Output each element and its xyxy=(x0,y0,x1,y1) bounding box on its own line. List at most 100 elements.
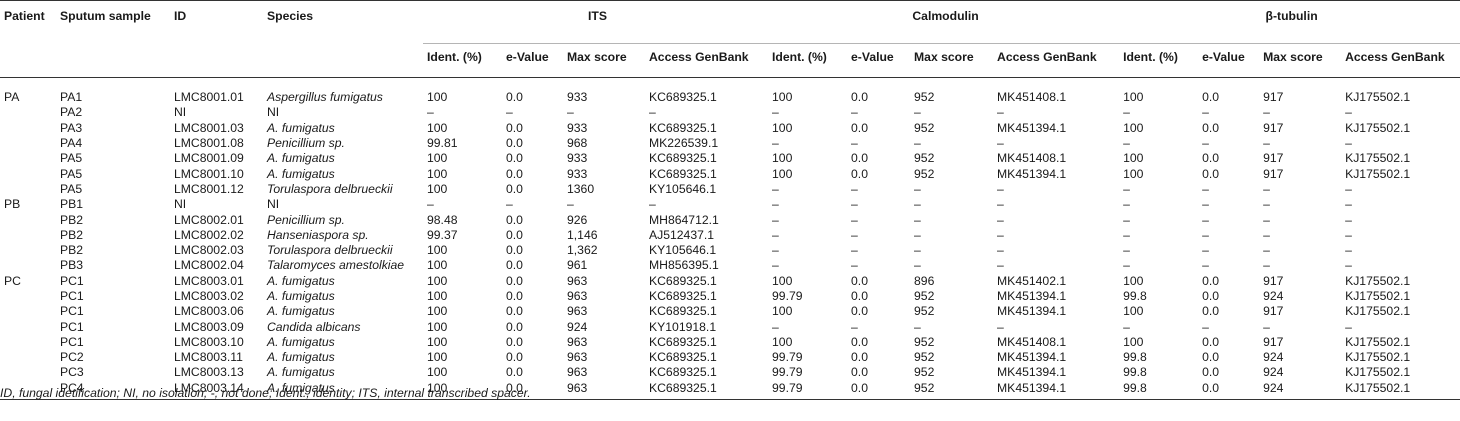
cell-tub-evalue: 0.0 xyxy=(1202,334,1220,349)
header-cal-genbank: Access GenBank xyxy=(993,43,1120,78)
cell-its-evalue: 0.0 xyxy=(506,289,523,303)
cell-tub-genbank: KJ175502.1 xyxy=(1345,289,1411,303)
cell-cal-maxscore: 896 xyxy=(914,273,935,288)
cell-its-ident: 100 xyxy=(427,243,448,258)
cell-its-genbank: KC689325.1 xyxy=(649,166,717,181)
header-its-evalue: e-Value xyxy=(502,43,563,78)
cell-its-maxscore: 933 xyxy=(567,90,588,105)
cell-isolate-id: LMC8003.11 xyxy=(174,350,243,365)
cell-cal-ident: – xyxy=(772,197,779,212)
cell-cal-evalue: – xyxy=(851,105,858,120)
cell-species: Penicillium sp. xyxy=(267,136,345,151)
cell-tub-genbank: KJ175502.1 xyxy=(1345,304,1411,319)
cell-tub-genbank: KJ175502.1 xyxy=(1345,350,1411,365)
cell-patient: PA xyxy=(4,90,20,105)
cell-its-ident: 100 xyxy=(427,304,448,319)
table-row: PB2 LMC8002.03 Torulaspora delbrueckii 100 0… xyxy=(0,243,1460,258)
cell-tub-genbank: – xyxy=(1345,181,1352,196)
cell-cal-genbank: – xyxy=(997,105,1004,120)
cell-tub-ident: 100 xyxy=(1123,90,1144,105)
cell-cal-ident: 100 xyxy=(772,166,793,181)
cell-cal-ident: 99.79 xyxy=(772,350,803,365)
cell-species: NI xyxy=(267,105,280,120)
cell-cal-maxscore: – xyxy=(914,212,921,227)
cell-tub-ident: 99.8 xyxy=(1123,289,1147,303)
cell-sputum-sample: PB3 xyxy=(60,258,84,273)
cell-tub-ident: 100 xyxy=(1123,166,1144,181)
cell-patient xyxy=(0,228,56,243)
cell-cal-evalue: 0.0 xyxy=(851,166,868,181)
table-row: PB2 LMC8002.02 Hanseniaspora sp. 99.37 0.0 1,… xyxy=(0,228,1460,243)
cell-its-evalue: 0.0 xyxy=(506,319,523,334)
cell-tub-ident: – xyxy=(1123,243,1130,258)
cell-species: A. fumigatus xyxy=(267,334,335,349)
cell-its-genbank: MK226539.1 xyxy=(649,136,719,151)
cell-its-genbank: AJ512437.1 xyxy=(649,227,715,242)
cell-tub-evalue: – xyxy=(1202,136,1209,151)
cell-cal-maxscore: 952 xyxy=(914,350,935,365)
cell-tub-evalue: 0.0 xyxy=(1202,166,1220,181)
cell-cal-evalue: – xyxy=(851,197,858,212)
cell-tub-genbank: KJ175502.1 xyxy=(1345,166,1411,181)
cell-cal-ident: – xyxy=(772,258,779,273)
cell-cal-ident: – xyxy=(772,136,779,151)
cell-its-evalue: 0.0 xyxy=(506,136,523,151)
cell-its-evalue: 0.0 xyxy=(506,181,523,196)
cell-patient: PB xyxy=(4,197,21,212)
cell-cal-maxscore: 952 xyxy=(914,334,935,349)
cell-its-maxscore: 963 xyxy=(563,380,645,400)
cell-isolate-id: LMC8001.03 xyxy=(174,120,244,135)
cell-its-genbank: – xyxy=(649,197,656,212)
table-row: PB2 LMC8002.01 Penicillium sp. 98.48 0.0 926 M… xyxy=(0,212,1460,227)
cell-tub-evalue: – xyxy=(1202,243,1209,258)
cell-cal-genbank: MK451394.1 xyxy=(997,350,1067,365)
cell-its-maxscore: – xyxy=(567,197,574,212)
header-cal-maxscore: Max score xyxy=(910,43,994,78)
table-row: PC PC1 LMC8003.01 A. fumigatus 100 0.0 963 KC68… xyxy=(0,274,1460,289)
cell-cal-genbank: MK451394.1 xyxy=(993,380,1120,400)
cell-patient xyxy=(0,335,56,350)
cell-its-evalue: 0.0 xyxy=(506,258,523,273)
cell-patient: PC xyxy=(4,273,21,288)
cell-species: A. fumigatus xyxy=(267,120,335,135)
cell-tub-ident: 100 xyxy=(1123,273,1144,288)
cell-cal-ident: – xyxy=(772,212,779,227)
cell-cal-genbank: MK451394.1 xyxy=(997,304,1067,319)
cell-tub-maxscore: 924 xyxy=(1263,289,1284,303)
cell-its-evalue: 0.0 xyxy=(506,212,523,227)
cell-species: Aspergillus fumigatus xyxy=(267,90,383,105)
cell-its-genbank: MH864712.1 xyxy=(649,212,719,227)
cell-its-maxscore: 926 xyxy=(567,212,588,227)
cell-species: Hanseniaspora sp. xyxy=(267,227,369,242)
header-tub-genbank: Access GenBank xyxy=(1341,43,1460,78)
cell-patient xyxy=(0,289,56,304)
cell-species: A. fumigatus xyxy=(267,289,335,303)
cell-cal-maxscore: – xyxy=(914,136,921,151)
cell-sputum-sample: PA5 xyxy=(60,166,83,181)
cell-patient xyxy=(0,105,56,120)
table-row: PC4 LMC8003.14 A. fumigatus 100 0.0 963 KC6893… xyxy=(0,380,1460,400)
table-row: PC3 LMC8003.13 A. fumigatus 100 0.0 963 KC6893… xyxy=(0,365,1460,380)
cell-cal-ident: 100 xyxy=(772,334,793,349)
cell-sputum-sample: PC4 xyxy=(56,380,170,400)
cell-tub-evalue: 0.0 xyxy=(1202,273,1220,288)
cell-tub-maxscore: 917 xyxy=(1263,304,1284,319)
cell-tub-ident: – xyxy=(1123,197,1130,212)
cell-its-genbank: KY105646.1 xyxy=(649,181,717,196)
cell-its-ident: 100 xyxy=(427,151,448,166)
header-empty xyxy=(263,43,423,78)
cell-its-maxscore: 933 xyxy=(567,151,588,166)
cell-cal-maxscore: – xyxy=(914,227,921,242)
header-tub-evalue: e-Value xyxy=(1198,43,1260,78)
cell-species: Torulaspora delbrueckii xyxy=(267,243,393,258)
cell-its-maxscore: 1360 xyxy=(567,181,595,196)
cell-species: A. fumigatus xyxy=(267,166,335,181)
header-species: Species xyxy=(263,0,423,44)
cell-sputum-sample: PB2 xyxy=(60,227,84,242)
header-sputum-sample: Sputum sample xyxy=(56,0,170,44)
cell-tub-genbank: KJ175502.1 xyxy=(1341,380,1460,400)
cell-cal-evalue: 0.0 xyxy=(851,273,868,288)
cell-its-genbank: KC689325.1 xyxy=(649,289,717,303)
table-row: PA5 LMC8001.10 A. fumigatus 100 0.0 933 KC6893… xyxy=(0,166,1460,181)
cell-cal-maxscore: – xyxy=(914,105,921,120)
